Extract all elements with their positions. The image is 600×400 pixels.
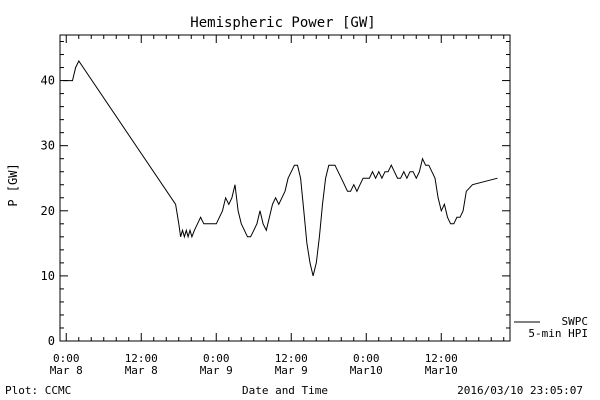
- x-tick-label-time: 0:00: [203, 352, 230, 365]
- chart-title: Hemispheric Power [GW]: [190, 15, 375, 31]
- x-tick-label-date: Mar 9: [200, 364, 233, 377]
- y-tick-label: 0: [48, 334, 55, 348]
- plot-frame: [59, 34, 511, 342]
- x-tick-label-time: 0:00: [53, 352, 80, 365]
- x-tick-label-date: Mar 8: [125, 364, 158, 377]
- legend-entry-5min-hpi: 5-min HPI: [528, 327, 588, 340]
- y-axis: 0 10 20 30 40: [41, 41, 510, 348]
- x-axis-label: Date and Time: [242, 384, 328, 397]
- x-tick-label-date: Mar 8: [50, 364, 83, 377]
- x-tick-label-time: 0:00: [353, 352, 380, 365]
- x-tick-label-time: 12:00: [275, 352, 308, 365]
- footer-plot-source: Plot: CCMC: [5, 384, 71, 397]
- y-tick-label: 40: [41, 74, 55, 88]
- footer-timestamp: 2016/03/10 23:05:07: [457, 384, 583, 397]
- plot-border: [59, 34, 511, 342]
- x-tick-label-date: Mar 9: [275, 364, 308, 377]
- y-tick-label: 10: [41, 269, 55, 283]
- legend-entry-swpc: SWPC: [562, 315, 589, 328]
- y-axis-label: P [GW]: [6, 163, 20, 206]
- y-tick-label: 20: [41, 204, 55, 218]
- x-tick-label-date: Mar10: [425, 364, 458, 377]
- x-tick-label-time: 12:00: [125, 352, 158, 365]
- x-tick-label-time: 12:00: [425, 352, 458, 365]
- y-tick-label: 30: [41, 139, 55, 153]
- x-tick-label-date: Mar10: [350, 364, 383, 377]
- series-line-hemispheric-power: [63, 60, 498, 277]
- data-series: [63, 60, 498, 277]
